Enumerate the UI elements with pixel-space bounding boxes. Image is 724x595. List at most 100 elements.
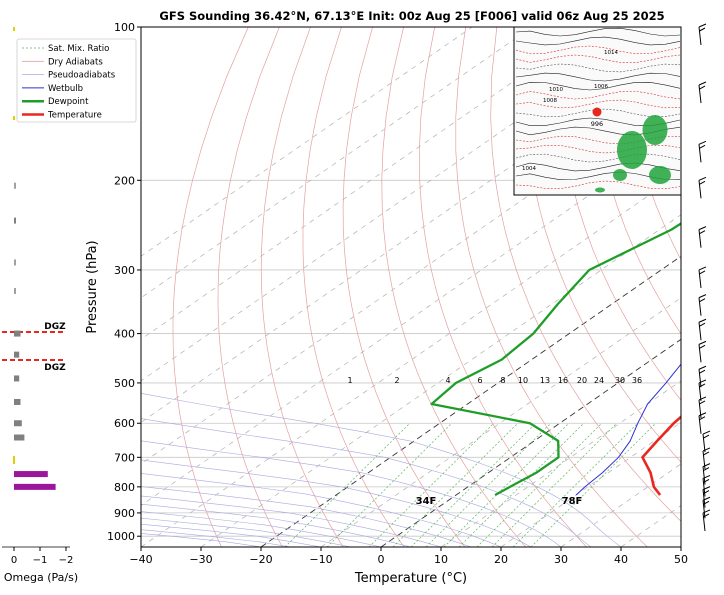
- pseudoadiabat: [141, 511, 382, 547]
- isotherm: [320, 297, 681, 547]
- barb-staff: [698, 382, 702, 401]
- inset-precip: [617, 131, 647, 169]
- wind-barb: [698, 140, 707, 163]
- inset-contour: [515, 99, 681, 109]
- wind-barb: [702, 430, 711, 453]
- inset-location-marker: [592, 107, 602, 117]
- omega-panel: DGZ DGZ 0 −1 −2 Omega (Pa/s): [2, 27, 78, 584]
- isotherm: [500, 421, 681, 547]
- y-tick-label: 600: [114, 417, 135, 430]
- omega-tick-label: −2: [59, 555, 74, 566]
- y-tick-label: 900: [114, 507, 135, 520]
- x-tick-label: 40: [614, 553, 628, 566]
- inset-precip: [649, 166, 671, 184]
- barb-staff: [702, 433, 706, 453]
- mixing-ratio-label: 2: [394, 376, 399, 385]
- wind-barb: [698, 294, 707, 316]
- mixing-ratio-line: [512, 422, 639, 547]
- mixing-ratio-label: 16: [558, 376, 568, 385]
- barb-flag: [699, 369, 706, 374]
- barb-flag: [703, 467, 710, 472]
- x-tick-label: 0: [378, 553, 385, 566]
- wind-barb: [702, 486, 711, 508]
- barb-flag: [698, 140, 707, 145]
- legend-label: Temperature: [47, 111, 102, 121]
- x-axis-label: Temperature (°C): [354, 571, 467, 586]
- isotherm: [141, 27, 533, 299]
- pseudoadiabat: [141, 440, 562, 547]
- inset-precip: [613, 169, 627, 181]
- wind-barb: [698, 340, 707, 363]
- barb-flag: [699, 144, 706, 149]
- wind-barb: [702, 509, 711, 531]
- y-tick-label: 400: [114, 328, 135, 341]
- y-tick-label: 200: [114, 174, 135, 187]
- inset-precip: [642, 115, 668, 145]
- inset-contour: [515, 81, 681, 91]
- omega-axis-label: Omega (Pa/s): [4, 571, 78, 584]
- barb-flag: [698, 318, 707, 323]
- barb-flag: [702, 496, 711, 501]
- y-tick-label: 800: [114, 481, 135, 494]
- wind-barb: [698, 81, 707, 104]
- skewt-plot: −40 −30 −20 −10 0 10 20 30 40 50 100 200 300 400 500 60…: [85, 21, 724, 586]
- barb-staff: [698, 26, 702, 46]
- barb-flag: [698, 23, 707, 28]
- barb-flag: [698, 294, 707, 299]
- mixing-ratio-line: [326, 422, 453, 547]
- legend-label: Dewpoint: [48, 97, 89, 107]
- wind-barb: [698, 412, 707, 434]
- dgz-label-top: DGZ: [44, 322, 66, 332]
- wind-barb: [698, 379, 707, 401]
- inset-contour: [515, 27, 681, 37]
- barb-staff: [698, 229, 702, 248]
- isotherm: [440, 380, 681, 547]
- isotherm: [200, 214, 681, 547]
- chart-title: GFS Sounding 36.42°N, 67.13°E Init: 00z …: [159, 9, 664, 23]
- dewpoint-surface-label: 34F: [416, 496, 437, 507]
- inset-contour: [515, 63, 681, 73]
- mixing-ratio-label: 36: [632, 376, 642, 385]
- barb-flag: [703, 490, 710, 495]
- mixing-ratio-line: [530, 422, 657, 547]
- dry-adiabat: [490, 27, 681, 522]
- barb-staff: [702, 512, 706, 531]
- series-dewpoint: [430, 222, 681, 497]
- pseudoadiabat: [141, 503, 412, 547]
- mixing-ratio-line: [425, 422, 552, 547]
- barb-flag: [698, 81, 707, 86]
- omega-bar: [14, 259, 16, 266]
- barb-staff: [698, 297, 702, 316]
- legend-box: [16, 38, 137, 123]
- mixing-ratio-label: 13: [540, 376, 550, 385]
- x-tick-label: 30: [554, 553, 568, 566]
- isotherm: [380, 338, 681, 547]
- dgz-label-bottom: DGZ: [44, 363, 66, 373]
- barb-flag: [703, 451, 710, 456]
- isotherm: [141, 131, 681, 506]
- barb-flag: [698, 365, 707, 370]
- omega-bar: [14, 351, 20, 358]
- legend: Sat. Mix. Ratio Dry Adiabats Pseudoadiabat…: [16, 38, 137, 123]
- y-tick-label: 100: [114, 21, 135, 34]
- mixing-ratio-label: 4: [445, 376, 450, 385]
- barb-flag: [703, 478, 710, 483]
- barb-staff: [698, 84, 702, 104]
- pseudoadiabat: [141, 486, 472, 547]
- isotherm: [141, 172, 681, 547]
- isotherm: [141, 27, 593, 340]
- mixing-ratio-line: [458, 422, 585, 547]
- inset-map-label: 1006: [594, 84, 608, 90]
- inset-map: 1014 1010 1008 1006 1004 996: [513, 26, 682, 196]
- y-tick-label: 500: [114, 377, 135, 390]
- dry-adiabat: [714, 27, 724, 547]
- barb-staff: [698, 344, 702, 363]
- barb-flag: [699, 27, 706, 32]
- barb-staff: [702, 489, 706, 508]
- mixing-ratio-line: [491, 422, 618, 547]
- omega-tick-label: −1: [33, 555, 48, 566]
- y-tick-label: 700: [114, 451, 135, 464]
- barb-staff: [702, 500, 706, 519]
- wind-barb: [698, 176, 707, 199]
